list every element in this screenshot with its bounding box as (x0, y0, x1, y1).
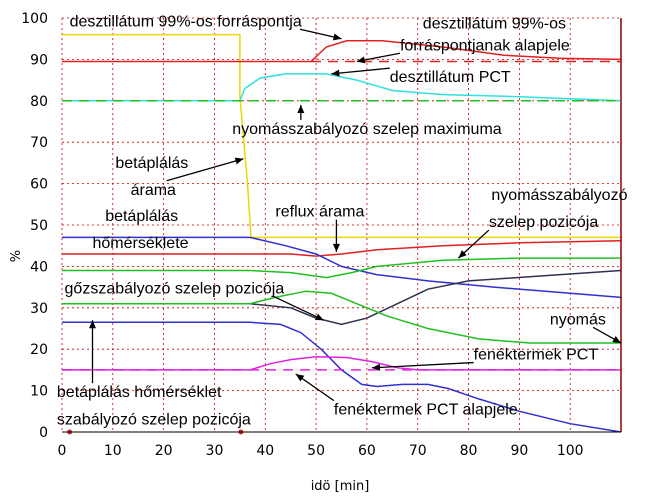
x-tick-label: 50 (307, 443, 325, 459)
y-tick-label: 80 (30, 94, 48, 110)
annotation-label: nyomás (550, 311, 606, 328)
x-tick-label: 100 (557, 443, 584, 459)
x-tick-label: 90 (510, 443, 528, 459)
y-tick-label: 10 (30, 384, 48, 400)
series-line-1 (62, 33, 621, 239)
arrow-head (458, 250, 467, 259)
annotation-label: nyomásszabályozó (491, 187, 627, 204)
annotation-label: fenéktermek PCT alapjele (334, 402, 518, 419)
series-line-8 (62, 257, 621, 279)
arrow-head (297, 104, 305, 113)
annotation-label: reflux árama (275, 204, 364, 221)
annotation-label: szelep pozicója (489, 214, 599, 231)
annotation-label: nyomásszabályozó szelep maximuma (232, 121, 502, 138)
arrow-head (371, 363, 381, 371)
annotation-label: betáplálás (105, 208, 178, 225)
arrow-head (331, 69, 340, 77)
y-tick-label: 100 (21, 11, 48, 27)
arrow-head (332, 33, 342, 41)
annotation-label: fenéktermek PCT (474, 347, 599, 364)
x-tick-label: 80 (460, 443, 478, 459)
annotation-arrow (166, 158, 244, 182)
y-tick-label: 90 (30, 52, 48, 68)
y-tick-label: 60 (30, 177, 48, 193)
x-tick-label: 0 (58, 443, 67, 459)
x-axis-label: idö [min] (311, 479, 370, 494)
annotation-label: árama (131, 182, 176, 199)
annotation-label: betáplálás (115, 155, 188, 172)
x-tick-label: 60 (358, 443, 376, 459)
series-line-4 (62, 73, 622, 102)
x-tick-label: 20 (155, 443, 173, 459)
annotation-label: forráspontjanak alapjele (400, 37, 570, 54)
x-tick-label: 30 (206, 443, 224, 459)
annotation-label: desztillátum 99%-os forráspontja (70, 13, 302, 30)
series-line-11 (62, 321, 622, 433)
y-tick-label: 50 (30, 218, 48, 234)
series-line-6 (62, 239, 622, 257)
arrow-head (88, 320, 96, 329)
arrow-head (356, 56, 366, 64)
annotation-arrow (273, 295, 324, 321)
series-line-2 (62, 40, 622, 63)
annotation-label: desztillátum 99%-os (423, 15, 566, 32)
annotation-label: gőzszabályozó szelep pozicója (65, 280, 285, 297)
arrow-head (234, 157, 244, 165)
series-lines (62, 18, 622, 433)
series-line-9 (62, 269, 622, 326)
arrow-head (332, 243, 340, 252)
y-axis-label: % (9, 250, 24, 262)
y-tick-label: 20 (30, 342, 48, 358)
arrow-head (295, 374, 305, 382)
annotation-label: betáplálás hőmérséklet (57, 384, 222, 401)
series-line-12 (62, 355, 621, 371)
x-tick-label: 10 (104, 443, 122, 459)
series-line-10 (62, 290, 621, 344)
arrow-head (612, 336, 621, 343)
annotation-label: szabályozó szelep pozicója (57, 412, 251, 429)
annotation-label: hőmérséklete (92, 235, 188, 252)
x-tick-label: 70 (409, 443, 427, 459)
y-tick-label: 40 (30, 259, 48, 275)
annotation-arrow (331, 67, 390, 75)
y-tick-label: 30 (30, 301, 48, 317)
annotations: desztillátum 99%-os forráspontja desztill… (57, 13, 628, 428)
y-tick-label: 0 (39, 425, 48, 441)
tick-labels: 0 10 20 30 40 50 60 70 80 90 100 0 10 20 30 40 50 60 70 80 9… (21, 11, 583, 459)
annotation-label: desztillátum PCT (390, 69, 511, 86)
annotation-arrows (88, 28, 622, 402)
y-tick-label: 70 (30, 135, 48, 151)
annotation-arrow (371, 361, 474, 369)
x-tick-label: 40 (256, 443, 274, 459)
arrow-head (314, 313, 324, 321)
